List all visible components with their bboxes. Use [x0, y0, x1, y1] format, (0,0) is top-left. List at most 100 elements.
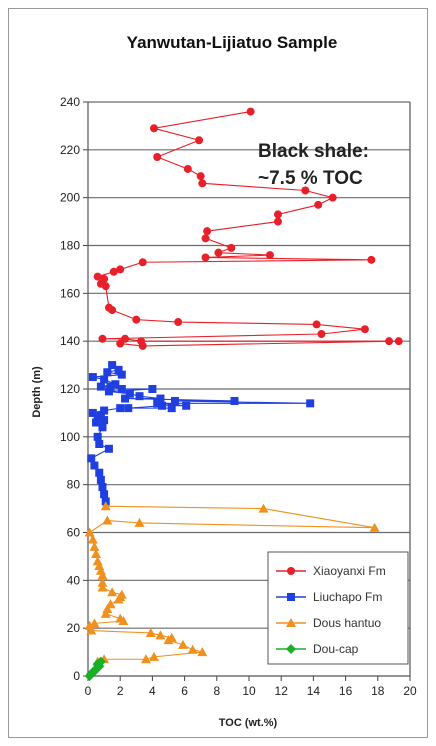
data-point [124, 404, 133, 413]
series-line [95, 111, 399, 347]
y-tick-label: 200 [60, 191, 80, 205]
data-point [138, 258, 147, 267]
data-point [84, 527, 95, 537]
legend: Xiaoyanxi Fm Liuchapo Fm Dous hantuo Dou-ca… [267, 551, 409, 665]
data-point [177, 639, 188, 649]
data-point [360, 325, 369, 334]
x-axis-label: TOC (wt.%) [219, 717, 278, 729]
data-point [113, 594, 124, 604]
data-point [100, 501, 111, 511]
legend-label: Liuchapo Fm [313, 590, 382, 604]
legend-marker [287, 593, 295, 601]
data-point [265, 251, 274, 260]
data-point [98, 483, 107, 492]
data-point [196, 172, 205, 181]
data-point [95, 468, 104, 477]
data-point [97, 570, 108, 580]
legend-item: Liuchapo Fm [276, 590, 382, 604]
data-point [203, 227, 212, 236]
x-tick-label: 4 [149, 684, 156, 698]
annotation-line-2: ~7.5 % TOC [258, 168, 363, 189]
data-point [145, 627, 156, 637]
data-point [96, 475, 105, 484]
data-point [109, 267, 118, 276]
data-point [90, 461, 99, 470]
data-point [116, 265, 125, 274]
data-point [214, 248, 223, 257]
y-tick-label: 140 [60, 334, 80, 348]
data-point [258, 503, 269, 513]
annotation-line-1: Black shale: [258, 141, 369, 162]
y-tick-label: 240 [60, 95, 80, 109]
data-point [155, 630, 166, 640]
data-point [135, 392, 144, 401]
series-1 [87, 361, 315, 506]
data-point [100, 608, 111, 618]
data-point [197, 647, 208, 657]
data-point [100, 416, 109, 425]
data-point [138, 341, 147, 350]
data-point [273, 217, 282, 226]
x-tick-label: 20 [403, 684, 417, 698]
data-point [106, 382, 115, 391]
y-tick-label: 60 [67, 526, 81, 540]
data-point [96, 382, 105, 391]
data-point [97, 582, 108, 592]
data-point [100, 406, 109, 415]
axes [87, 102, 411, 681]
data-point [273, 210, 282, 219]
x-tick-label: 12 [275, 684, 289, 698]
data-point [108, 361, 117, 370]
data-point [87, 534, 98, 544]
x-tick-label: 18 [371, 684, 385, 698]
data-point [86, 625, 97, 635]
y-tick-label: 20 [67, 621, 81, 635]
data-point [101, 282, 110, 291]
data-point [132, 315, 141, 324]
data-point [140, 654, 151, 664]
data-point [98, 423, 107, 432]
legend-label: Xiaoyanxi Fm [313, 564, 386, 578]
data-point [118, 615, 129, 625]
series-2 [84, 501, 380, 666]
data-point [100, 490, 109, 499]
series-0 [93, 107, 403, 350]
data-point [170, 396, 179, 405]
data-point [104, 444, 113, 453]
data-point [103, 368, 112, 377]
data-point [93, 432, 102, 441]
legend-marker [287, 567, 295, 575]
legend-item: Xiaoyanxi Fm [276, 564, 386, 578]
legend-item: Dou-cap [276, 642, 359, 656]
data-point [385, 337, 394, 346]
data-point [108, 306, 117, 315]
data-point [97, 577, 108, 587]
data-point [92, 418, 101, 427]
data-point [121, 394, 130, 403]
data-point [114, 365, 123, 374]
data-point [93, 413, 102, 422]
legend-label: Dou-cap [313, 642, 359, 656]
x-tick-label: 6 [181, 684, 188, 698]
data-point [306, 399, 315, 408]
data-point [116, 404, 125, 413]
data-point [369, 522, 380, 532]
chart-title: Yanwutan-Lijiatuo Sample [127, 33, 338, 52]
data-point [117, 385, 126, 393]
data-point [201, 234, 210, 243]
data-point [116, 339, 125, 348]
data-point [367, 255, 376, 264]
data-point [227, 243, 236, 252]
x-tick-label: 14 [307, 684, 321, 698]
data-point [149, 651, 160, 661]
data-point [328, 193, 337, 202]
data-point [312, 320, 321, 329]
data-point [198, 179, 207, 188]
data-point [102, 515, 113, 525]
data-point [148, 385, 157, 393]
legend-marker [286, 644, 296, 654]
data-point [246, 107, 255, 116]
x-tick-label: 10 [242, 684, 256, 698]
data-point [95, 440, 104, 449]
